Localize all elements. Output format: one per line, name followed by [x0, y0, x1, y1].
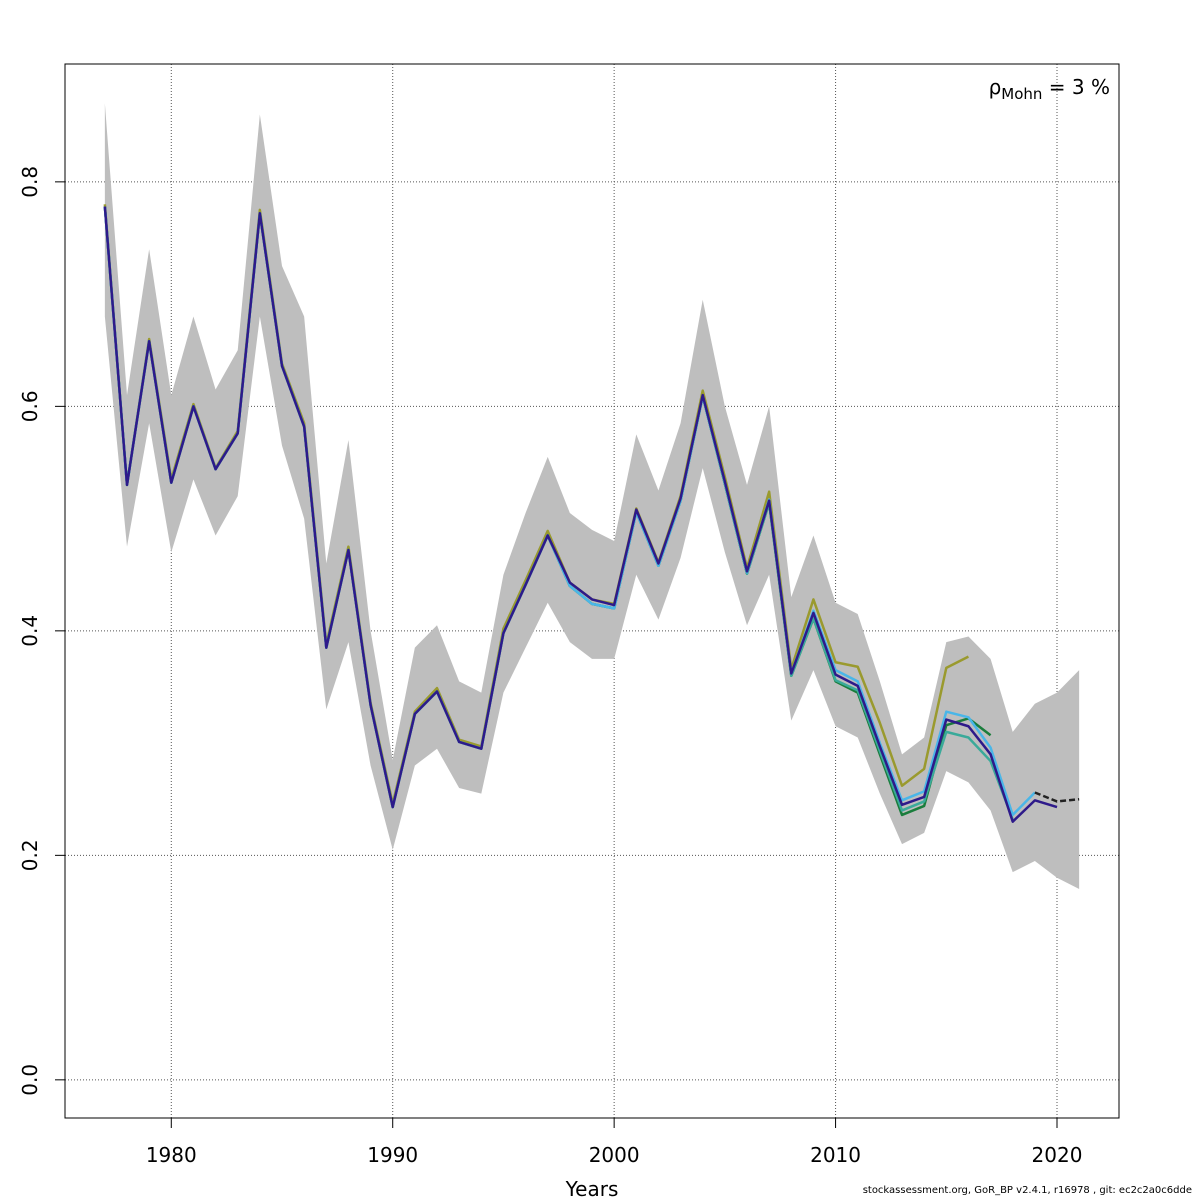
footer-credit: stockassessment.org, GoR_BP v2.4.1, r169…	[862, 1185, 1192, 1196]
x-tick-label: 2010	[810, 1143, 861, 1167]
x-tick-label: 1980	[146, 1143, 197, 1167]
mohn-rho-value: = 3 %	[1042, 75, 1110, 99]
y-axis: 0.0 0.2 0.4 0.6 0.8	[18, 166, 66, 1096]
x-tick-label: 1990	[367, 1143, 418, 1167]
x-axis-label: Years	[565, 1177, 619, 1200]
series-lines	[103, 204, 1080, 823]
mohn-rho-annotation: ρMohn = 3 %	[989, 75, 1110, 103]
y-tick-label: 0.4	[18, 615, 42, 647]
y-tick-label: 0.6	[18, 390, 42, 422]
y-tick-label: 0.8	[18, 166, 42, 198]
x-tick-label: 2000	[589, 1143, 640, 1167]
y-tick-label: 0.0	[18, 1064, 42, 1096]
x-axis: 1980 1990 2000 2010 2020	[146, 1117, 1083, 1167]
confidence-band	[104, 103, 1080, 890]
x-tick-label: 2020	[1032, 1143, 1083, 1167]
mohn-rho-symbol: ρ	[989, 75, 1002, 99]
y-tick-label: 0.2	[18, 839, 42, 871]
mohn-rho-subscript: Mohn	[1001, 85, 1042, 103]
series-line-2020	[103, 206, 1058, 823]
series-line-2021	[1034, 791, 1080, 803]
